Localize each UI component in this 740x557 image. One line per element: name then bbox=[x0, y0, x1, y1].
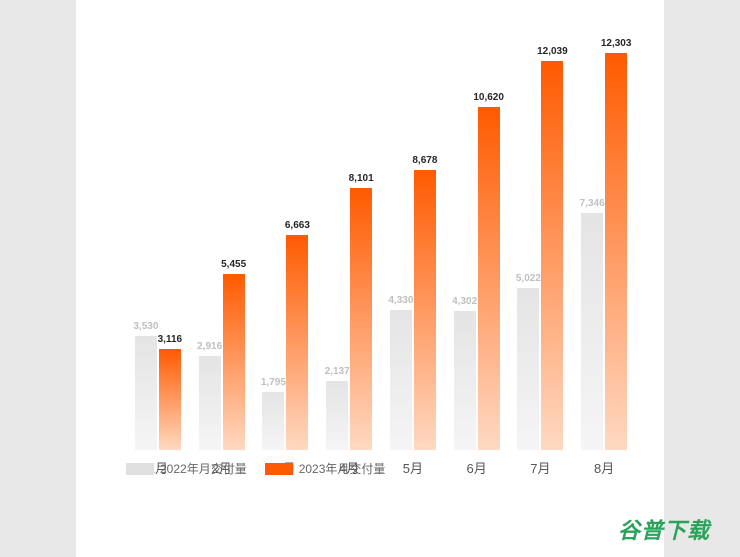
bar-2023 bbox=[223, 274, 245, 450]
x-axis-label: 7月 bbox=[510, 458, 570, 477]
chart-legend: 2022年月交付量 2023年月交付量 bbox=[126, 460, 385, 477]
bar-2023 bbox=[541, 61, 563, 450]
bar-label-2023: 8,678 bbox=[395, 155, 455, 166]
bar-2023 bbox=[159, 349, 181, 450]
chart-card: 3,5303,1161月2,9165,4552月1,7956,6633月2,13… bbox=[76, 0, 664, 557]
x-axis-label: 6月 bbox=[447, 458, 507, 477]
legend-swatch-2023 bbox=[265, 463, 293, 475]
legend-item-2023: 2023年月交付量 bbox=[265, 460, 386, 477]
x-axis-label: 5月 bbox=[383, 458, 443, 477]
legend-item-2022: 2022年月交付量 bbox=[126, 460, 247, 477]
bar-label-2023: 5,455 bbox=[204, 259, 264, 270]
bar-2022 bbox=[326, 381, 348, 450]
page-root: 3,5303,1161月2,9165,4552月1,7956,6633月2,13… bbox=[0, 0, 740, 557]
bar-2023 bbox=[286, 235, 308, 450]
bar-2022 bbox=[262, 392, 284, 450]
bar-label-2022: 3,530 bbox=[116, 321, 176, 332]
legend-label-2022: 2022年月交付量 bbox=[160, 460, 247, 477]
bar-2022 bbox=[454, 311, 476, 450]
bar-2023 bbox=[350, 188, 372, 450]
bar-label-2023: 12,039 bbox=[522, 46, 582, 57]
legend-swatch-2022 bbox=[126, 463, 154, 475]
bar-label-2023: 8,101 bbox=[331, 173, 391, 184]
bar-2023 bbox=[414, 170, 436, 450]
legend-label-2023: 2023年月交付量 bbox=[299, 460, 386, 477]
chart-plot-area: 3,5303,1161月2,9165,4552月1,7956,6633月2,13… bbox=[126, 30, 636, 450]
bar-2023 bbox=[605, 53, 627, 450]
bar-2022 bbox=[199, 356, 221, 450]
bar-2022 bbox=[517, 288, 539, 450]
bar-label-2023: 12,303 bbox=[586, 38, 646, 49]
watermark-text: 谷普下载 bbox=[618, 513, 710, 545]
bar-2022 bbox=[135, 336, 157, 450]
bar-label-2023: 6,663 bbox=[267, 220, 327, 231]
bar-2022 bbox=[390, 310, 412, 450]
bar-label-2023: 10,620 bbox=[459, 92, 519, 103]
bar-2022 bbox=[581, 213, 603, 450]
x-axis-label: 8月 bbox=[574, 458, 634, 477]
bar-2023 bbox=[478, 107, 500, 450]
